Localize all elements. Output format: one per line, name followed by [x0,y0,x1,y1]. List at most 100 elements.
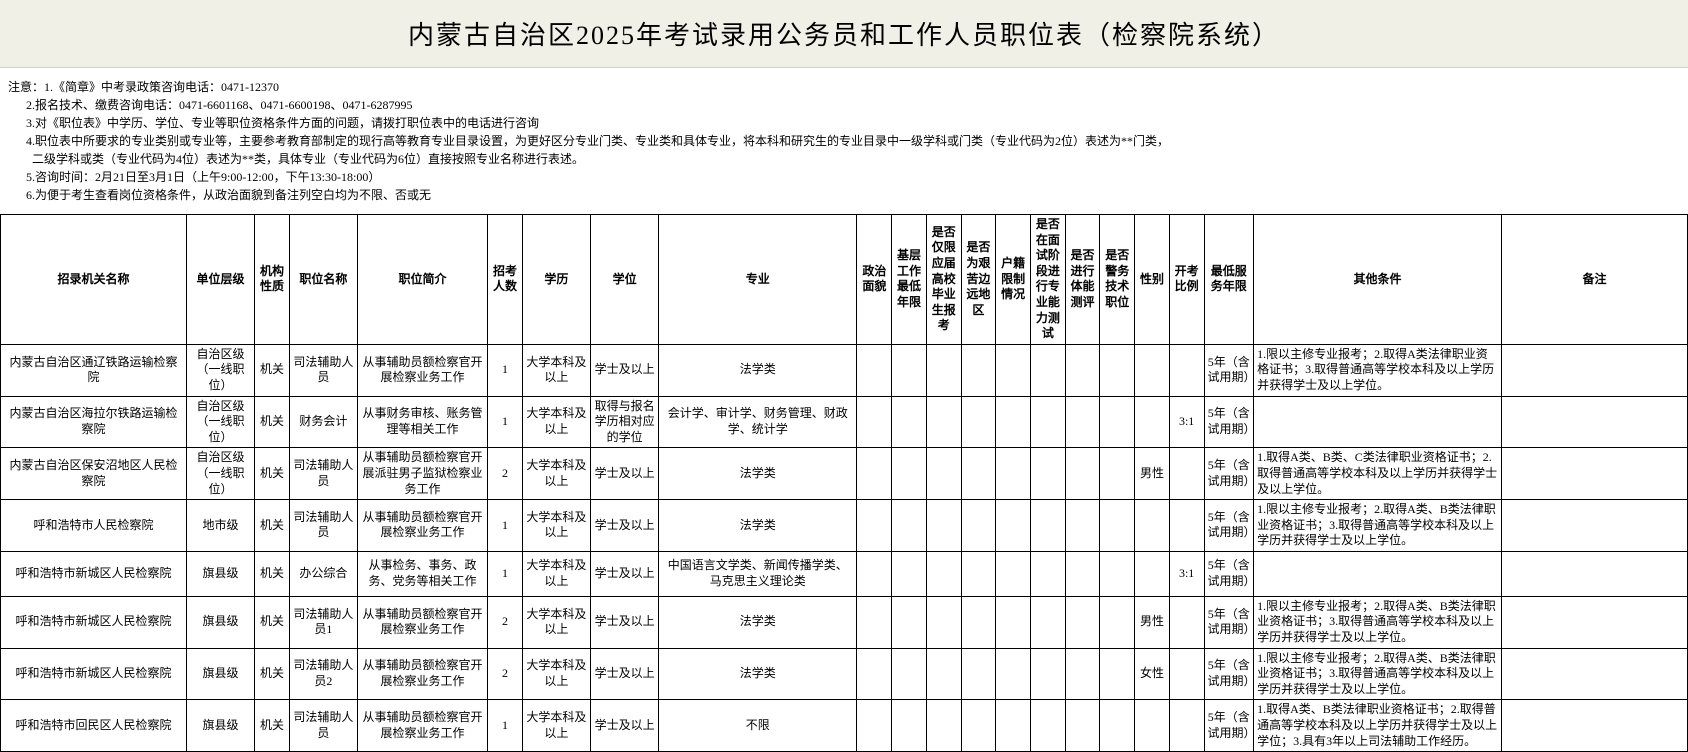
cell-fresh [926,551,961,596]
cell-other: 1.取得A类、B类法律职业资格证书；2.取得普通高等学校本科及以上学历并获得学士… [1254,700,1502,752]
cell-police [1100,648,1135,700]
th-level: 单位层级 [186,215,254,345]
cell-political [857,396,892,448]
th-remark: 备注 [1501,215,1687,345]
cell-remote [961,700,996,752]
cell-baseexp [892,344,927,396]
cell-degree: 学士及以上 [590,448,658,500]
cell-fresh [926,700,961,752]
cell-posdesc: 从事财务审核、账务管理等相关工作 [357,396,487,448]
cell-baseexp [892,500,927,552]
cell-physical [1065,500,1100,552]
cell-gender [1135,344,1170,396]
th-major: 专业 [659,215,857,345]
cell-level: 地市级 [186,500,254,552]
th-baseexp: 基层工作最低年限 [892,215,927,345]
cell-ratio [1169,448,1204,500]
cell-fresh [926,344,961,396]
cell-nature: 机关 [255,396,290,448]
cell-posdesc: 从事辅助员额检察官开展检察业务工作 [357,500,487,552]
cell-baseexp [892,396,927,448]
cell-major: 法学类 [659,448,857,500]
table-row: 呼和浩特市新城区人民检察院旗县级机关司法辅助人员2从事辅助员额检察官开展检察业务… [1,648,1688,700]
cell-baseexp [892,648,927,700]
cell-nature: 机关 [255,596,290,648]
cell-level: 旗县级 [186,648,254,700]
table-row: 呼和浩特市新城区人民检察院旗县级机关办公综合从事检务、事务、政务、党务等相关工作… [1,551,1688,596]
th-degree: 学位 [590,215,658,345]
cell-political [857,500,892,552]
cell-posdesc: 从事辅助员额检察官开展检察业务工作 [357,700,487,752]
cell-minservice: 5年（含试用期） [1204,396,1254,448]
cell-major: 不限 [659,700,857,752]
th-posdesc: 职位简介 [357,215,487,345]
cell-remote [961,596,996,648]
cell-count: 2 [488,648,523,700]
th-gender: 性别 [1135,215,1170,345]
cell-gender [1135,700,1170,752]
cell-minservice: 5年（含试用期） [1204,700,1254,752]
cell-household [996,700,1031,752]
cell-posname: 办公综合 [289,551,357,596]
cell-minservice: 5年（含试用期） [1204,448,1254,500]
cell-org: 呼和浩特市人民检察院 [1,500,187,552]
cell-ratio [1169,500,1204,552]
th-nature: 机构性质 [255,215,290,345]
cell-ratio: 3:1 [1169,551,1204,596]
table-row: 呼和浩特市回民区人民检察院旗县级机关司法辅助人员从事辅助员额检察官开展检察业务工… [1,700,1688,752]
cell-other [1254,396,1502,448]
note-line: 6.为便于考生查看岗位资格条件，从政治面貌到备注列空白均为不限、否或无 [8,186,1680,204]
table-row: 呼和浩特市人民检察院地市级机关司法辅助人员从事辅助员额检察官开展检察业务工作1大… [1,500,1688,552]
cell-major: 会计学、审计学、财务管理、财政学、统计学 [659,396,857,448]
cell-edu: 大学本科及以上 [522,500,590,552]
cell-posdesc: 从事辅助员额检察官开展检察业务工作 [357,648,487,700]
cell-baseexp [892,596,927,648]
cell-major: 法学类 [659,500,857,552]
cell-police [1100,396,1135,448]
th-edu: 学历 [522,215,590,345]
cell-physical [1065,700,1100,752]
cell-police [1100,596,1135,648]
cell-physical [1065,596,1100,648]
cell-other: 1.取得A类、B类、C类法律职业资格证书；2.取得普通高等学校本科及以上学历并获… [1254,448,1502,500]
cell-household [996,344,1031,396]
th-police: 是否警务技术职位 [1100,215,1135,345]
cell-minservice: 5年（含试用期） [1204,648,1254,700]
th-remote: 是否为艰苦边远地区 [961,215,996,345]
cell-other: 1.限以主修专业报考；2.取得A类、B类法律职业资格证书；3.取得普通高等学校本… [1254,500,1502,552]
cell-degree: 学士及以上 [590,551,658,596]
cell-org: 呼和浩特市新城区人民检察院 [1,596,187,648]
cell-posname: 司法辅助人员1 [289,596,357,648]
table-row: 内蒙古自治区保安沼地区人民检察院自治区级（一线职位）机关司法辅助人员从事辅助员额… [1,448,1688,500]
cell-political [857,700,892,752]
cell-degree: 学士及以上 [590,700,658,752]
cell-interview [1030,344,1065,396]
cell-interview [1030,596,1065,648]
cell-fresh [926,448,961,500]
th-org: 招录机关名称 [1,215,187,345]
table-row: 内蒙古自治区海拉尔铁路运输检察院自治区级（一线职位）机关财务会计从事财务审核、账… [1,396,1688,448]
cell-police [1100,500,1135,552]
cell-police [1100,551,1135,596]
cell-org: 内蒙古自治区保安沼地区人民检察院 [1,448,187,500]
note-line: 二级学科或类（专业代码为4位）表述为**类，具体专业（专业代码为6位）直接按照专… [8,150,1680,168]
note-line: 4.职位表中所要求的专业类别或专业等，主要参考教育部制定的现行高等教育专业目录设… [8,132,1680,150]
note-line: 注意：1.《简章》中考录政策咨询电话：0471-12370 [8,78,1680,96]
cell-edu: 大学本科及以上 [522,344,590,396]
cell-edu: 大学本科及以上 [522,700,590,752]
cell-political [857,344,892,396]
cell-physical [1065,648,1100,700]
cell-police [1100,700,1135,752]
cell-posdesc: 从事检务、事务、政务、党务等相关工作 [357,551,487,596]
cell-household [996,596,1031,648]
cell-physical [1065,344,1100,396]
cell-physical [1065,396,1100,448]
cell-nature: 机关 [255,344,290,396]
cell-count: 1 [488,344,523,396]
cell-posname: 司法辅助人员2 [289,648,357,700]
cell-other: 1.限以主修专业报考；2.取得A类、B类法律职业资格证书；3.取得普通高等学校本… [1254,596,1502,648]
cell-major: 法学类 [659,648,857,700]
cell-major: 中国语言文学类、新闻传播学类、马克思主义理论类 [659,551,857,596]
cell-gender: 女性 [1135,648,1170,700]
cell-interview [1030,551,1065,596]
